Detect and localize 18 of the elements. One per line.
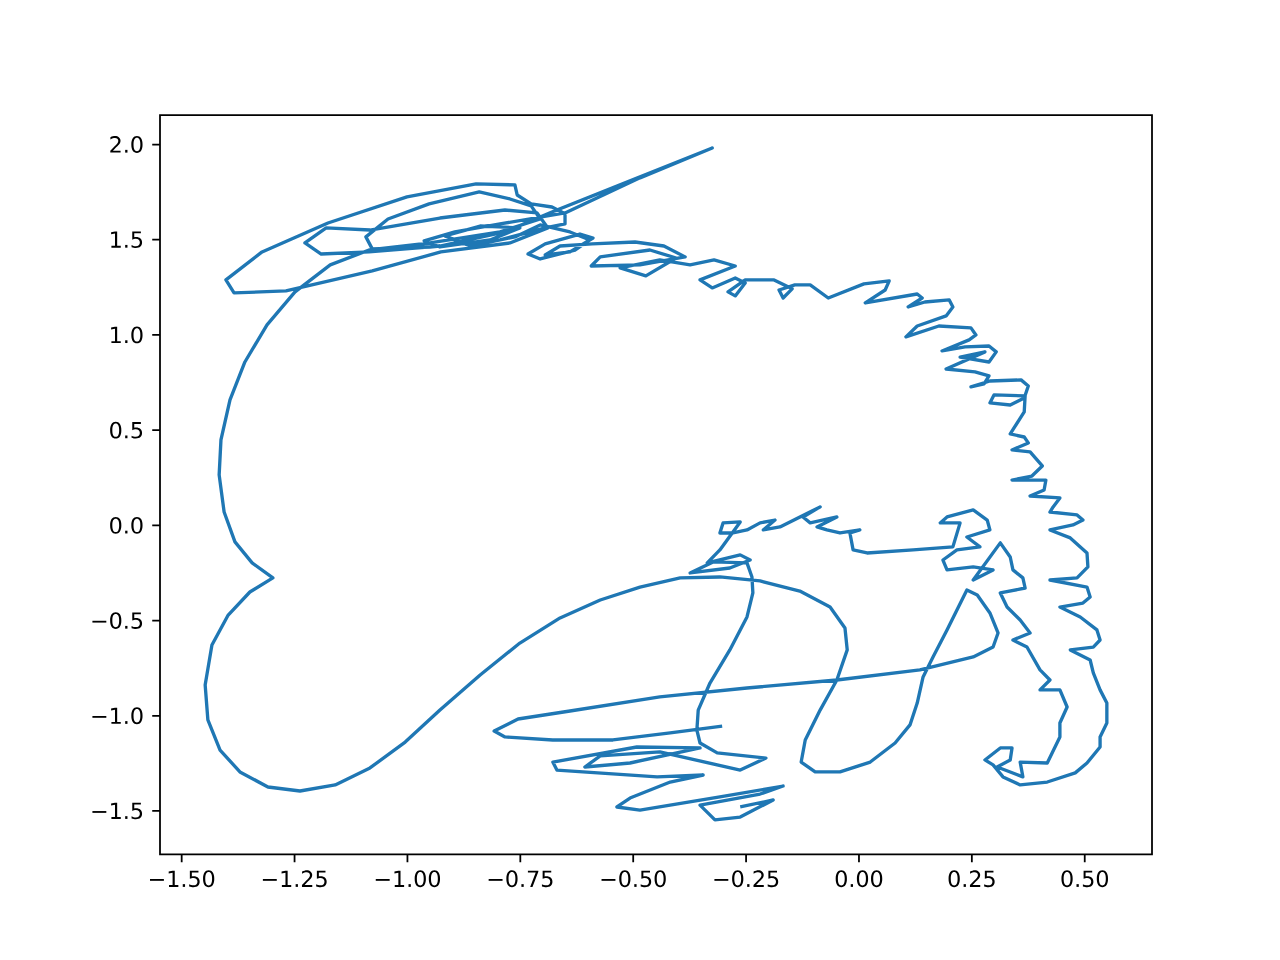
x-tick-label: −0.25 (714, 870, 779, 888)
x-tick-label: 0.00 (835, 870, 883, 888)
y-tick-label: 0.5 (110, 421, 143, 439)
y-tick-label: 1.0 (111, 326, 143, 344)
x-tick-label: −0.75 (488, 870, 553, 888)
line-series (203, 146, 1109, 822)
x-tick-label: −0.50 (601, 870, 666, 888)
x-tick-label: −1.00 (375, 870, 441, 888)
y-tick-label: 2.0 (110, 136, 143, 153)
y-tick-label: 0.0 (110, 516, 143, 534)
y-tick-label: −1.0 (92, 707, 143, 725)
x-tick-label: 0.25 (948, 870, 995, 888)
y-tick-label: −1.5 (92, 802, 143, 820)
y-tick-label: 1.5 (111, 231, 143, 248)
y-tick-label: −0.5 (92, 612, 143, 629)
x-tick-label: 0.50 (1061, 870, 1109, 888)
x-tick-label: −1.50 (150, 870, 215, 888)
x-tick-label: −1.25 (262, 870, 327, 888)
